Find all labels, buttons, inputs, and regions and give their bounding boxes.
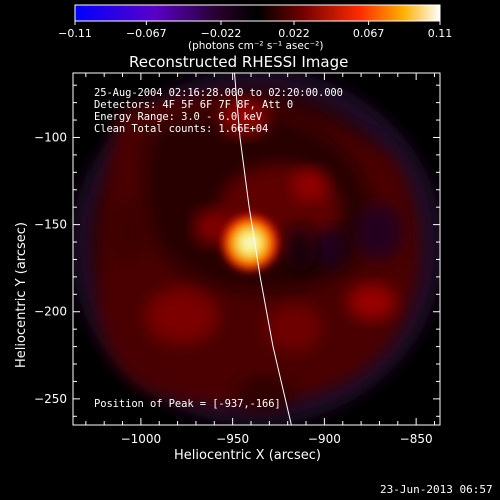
plot-background [73, 73, 440, 425]
annotation-energy-range: Energy Range: 3.0 - 6.0 keV [94, 111, 262, 123]
y-axis-ticks: −100 −150 −200 −250 [34, 84, 440, 417]
solar-limb-curve [233, 73, 292, 425]
x-tick-label: −850 [400, 432, 433, 446]
colorbar-tick-label: −0.11 [58, 27, 92, 40]
y-tick-label: −200 [34, 305, 67, 319]
colorbar-tick-label: −0.067 [126, 27, 167, 40]
x-tick-label: −950 [216, 432, 249, 446]
colorbar-unit-label: (photons cm⁻² s⁻¹ asec⁻²) [188, 40, 324, 52]
x-axis-label: Heliocentric X (arcsec) [174, 448, 321, 463]
colorbar-tick-label: 0.11 [428, 27, 453, 40]
x-tick-label: −900 [308, 432, 341, 446]
colorbar-tick-label: 0.067 [353, 27, 385, 40]
colorbar-frame [74, 4, 441, 22]
colorbar-tick-label: 0.022 [278, 27, 310, 40]
colorbar-ticks: −0.11 −0.067 −0.022 0.022 0.067 0.11 [58, 21, 452, 40]
y-tick-label: −100 [34, 130, 67, 144]
chart-title: Reconstructed RHESSI Image [129, 53, 349, 71]
footer-date: 23-Jun-2013 06:57 [380, 483, 493, 496]
x-tick-label: −1000 [121, 432, 162, 446]
y-axis-label: Heliocentric Y (arcsec) [14, 222, 29, 368]
y-tick-label: −250 [34, 392, 67, 406]
annotation-time-range: 25-Aug-2004 02:16:28.000 to 02:20:00.000 [94, 87, 343, 99]
x-axis-ticks: −1000 −950 −900 −850 [85, 73, 435, 446]
colorbar-gradient [75, 5, 440, 21]
colorbar-tick-label: −0.022 [201, 27, 242, 40]
peak-position-label: Position of Peak = [-937,-166] [94, 398, 281, 410]
annotation-detectors: Detectors: 4F 5F 6F 7F 8F, Att 0 [94, 99, 294, 111]
plot-frame [72, 72, 441, 426]
y-tick-label: −150 [34, 218, 67, 232]
annotation-clean-counts: Clean Total counts: 1.66E+04 [94, 123, 269, 135]
